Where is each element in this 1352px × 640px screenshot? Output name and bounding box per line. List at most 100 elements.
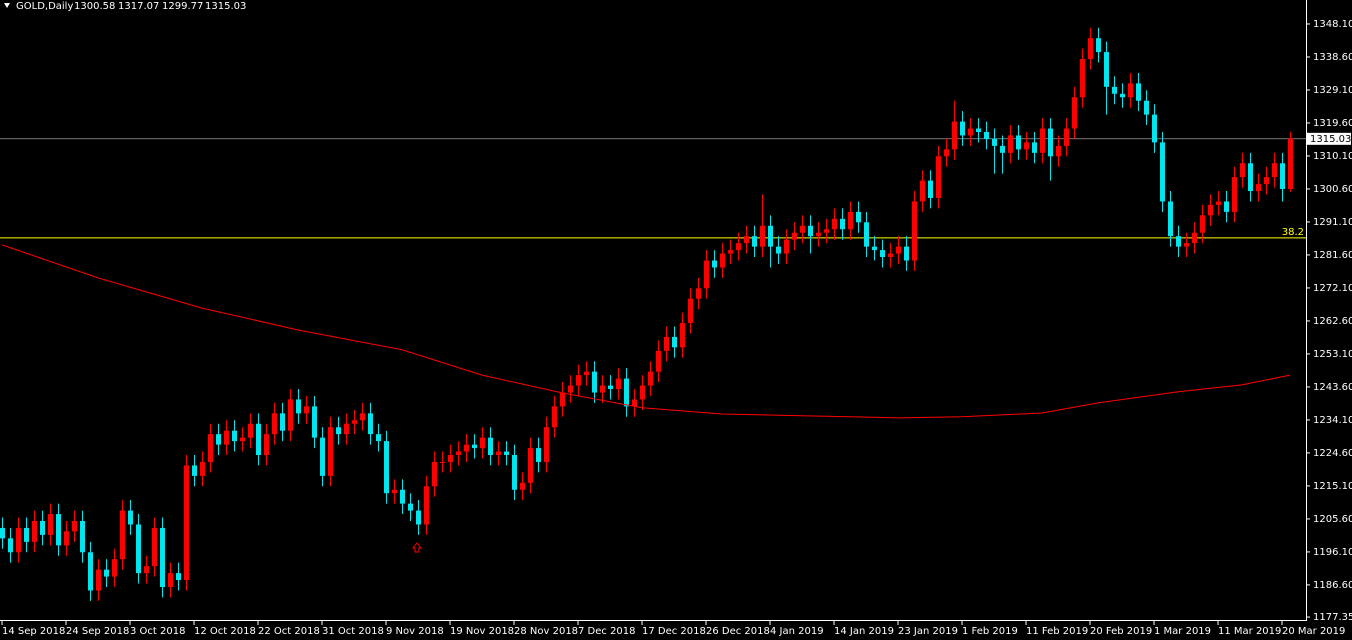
candle-body [1256,184,1261,192]
y-tick-label: 1272.10 [1313,283,1352,294]
candle-body [464,444,469,452]
candle-body [768,225,773,247]
candle-body [1272,163,1277,178]
x-tick-label: 20 Mar 2019 [1282,626,1345,637]
y-tick-label: 1243.60 [1313,382,1352,393]
candle-body [104,569,109,577]
candle-body [352,420,357,424]
candle-body [560,392,565,407]
candle-body [720,253,725,268]
candle-body [176,573,181,581]
x-tick-label: 7 Dec 2018 [578,626,636,637]
candle-body [536,448,541,462]
x-tick-label: 9 Nov 2018 [386,626,444,637]
candle-body [136,524,141,574]
candle-body [912,201,917,261]
candle-body [512,455,517,490]
candle-body [968,128,973,136]
candle-body [440,461,445,463]
candle-body [32,521,37,542]
candle-body [192,465,197,476]
candle-body [8,538,13,553]
candle-body [992,138,997,146]
candle-body [704,260,709,289]
candle-body [776,246,781,254]
candle-body [1224,201,1229,212]
candle-body [904,246,909,261]
fib-label: 38.2 [1282,227,1304,238]
candle-body [1176,236,1181,247]
candle-body [808,225,813,237]
candle-body [680,323,685,348]
x-tick-label: 22 Oct 2018 [258,626,320,637]
x-tick-label: 26 Dec 2018 [706,626,770,637]
candle-body [1008,135,1013,153]
x-tick-label: 11 Mar 2019 [1218,626,1281,637]
candle-body [1080,59,1085,98]
header-close: 1315.03 [205,1,246,12]
x-tick-label: 1 Mar 2019 [1154,626,1211,637]
candle-body [1264,177,1269,185]
candle-body [384,441,389,494]
candle-body [672,336,677,348]
candle-body [1184,243,1189,247]
arrow-marker [411,542,423,553]
candle-body [312,406,317,438]
y-tick-label: 1224.60 [1313,448,1352,459]
candle-body [280,413,285,431]
candle-body [1032,142,1037,153]
candle-body [944,149,949,157]
candle-body [616,378,621,390]
candle-body [336,427,341,435]
candle-body [96,569,101,591]
candle-body [568,385,573,393]
x-tick-label: 12 Oct 2018 [194,626,256,637]
candle-body [112,559,117,577]
candle-body [320,437,325,476]
candle-body [472,444,477,449]
candle-body [1160,142,1165,202]
header-icon [4,3,10,8]
y-tick-label: 1338.60 [1313,52,1352,63]
candle-body [984,131,989,139]
candle-body [376,434,381,442]
candle-body [1168,201,1173,237]
price-label: 1315.03 [1310,134,1351,145]
candle-body [640,385,645,400]
candle-body [832,218,837,230]
candle-body [1240,163,1245,178]
x-tick-label: 11 Feb 2019 [1026,626,1088,637]
candle-body [408,503,413,511]
candle-body [1280,163,1285,190]
candle-body [576,375,581,386]
x-tick-label: 31 Oct 2018 [322,626,384,637]
candle-body [400,489,405,504]
candle-body [488,437,493,456]
candle-body [80,521,85,553]
x-tick-label: 14 Sep 2018 [2,626,65,637]
candle-body [304,406,309,414]
candle-body [648,371,653,386]
y-tick-label: 1186.60 [1313,580,1352,591]
candle-body [272,413,277,435]
candle-body [56,514,61,546]
candle-body [1088,38,1093,60]
symbol: GOLD,Daily [16,1,73,12]
candle-body [128,510,133,525]
y-tick-label: 1291.10 [1313,217,1352,228]
y-tick-label: 1319.60 [1313,118,1352,129]
candle-body [1104,52,1109,87]
x-tick-label: 28 Nov 2018 [514,626,578,637]
candle-body [744,236,749,244]
candle-body [296,399,301,414]
candle-body [952,121,957,150]
candle-body [600,385,605,393]
candle-body [392,489,397,494]
candle-body [696,288,701,299]
candle-body [232,430,237,442]
candle-body [664,336,669,351]
candle-body [856,211,861,223]
y-tick-label: 1310.10 [1313,151,1352,162]
